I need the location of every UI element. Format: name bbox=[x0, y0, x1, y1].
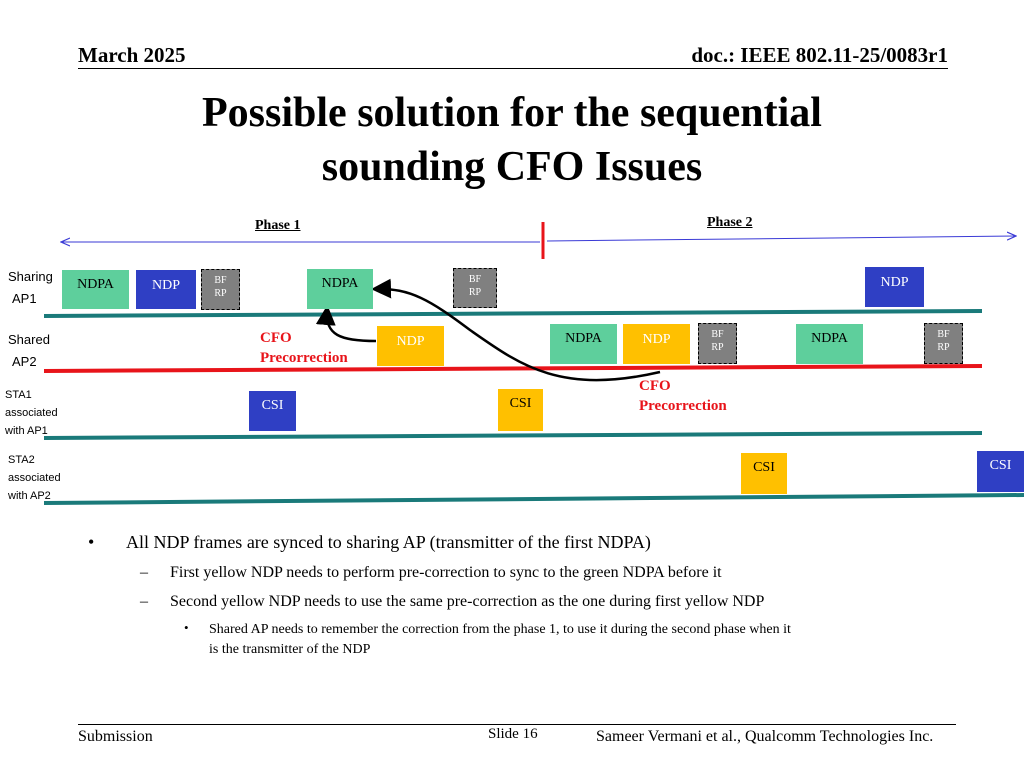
sta2-timeline bbox=[43, 493, 1024, 505]
bullet-marker-3: • bbox=[184, 620, 189, 635]
slide-title-line2: sounding CFO Issues bbox=[321, 144, 703, 190]
cfo-text: Precorrection bbox=[260, 350, 348, 366]
ap2-ndp-frame-yellow-2: NDP bbox=[623, 324, 690, 364]
ap1-ndpa-frame-2: NDPA bbox=[307, 269, 373, 309]
row-label-line: AP2 bbox=[12, 354, 37, 369]
slide-title-line1: Possible solution for the sequential bbox=[202, 90, 822, 136]
bfrp-text: RP bbox=[711, 342, 724, 353]
bullet-text-line: is the transmitter of the NDP bbox=[209, 642, 371, 657]
sta1-timeline bbox=[43, 431, 983, 440]
phase2-label: Phase 2 bbox=[707, 215, 753, 230]
ap2-timeline bbox=[43, 364, 983, 373]
ap1-ndp-frame-2: NDP bbox=[865, 267, 924, 307]
sta1-csi-frame: CSI bbox=[249, 391, 296, 431]
slide-title: Possible solution for the sequential sou… bbox=[0, 86, 1024, 194]
bullet-1-1: First yellow NDP needs to perform pre-co… bbox=[170, 564, 722, 581]
header-doc-id: doc.: IEEE 802.11-25/0083r1 bbox=[691, 43, 948, 67]
ap1-timeline bbox=[43, 309, 983, 318]
row-label-line: STA1 bbox=[5, 389, 32, 401]
footer-submission: Submission bbox=[78, 728, 153, 745]
footer-author: Sameer Vermani et al., Qualcomm Technolo… bbox=[596, 728, 934, 745]
cfo-arrow-1 bbox=[315, 305, 377, 343]
dash-marker: – bbox=[140, 564, 148, 581]
sta2-csi-frame-blue: CSI bbox=[977, 451, 1024, 492]
cfo-arrow-2 bbox=[371, 278, 661, 382]
row-label-shared-ap2: Shared AP2 bbox=[8, 329, 50, 373]
row-label-line: with AP1 bbox=[5, 425, 48, 437]
row-label-line: with AP2 bbox=[8, 490, 51, 502]
bfrp-text: BF bbox=[468, 274, 482, 285]
ap1-bfrp-frame-2: BF RP bbox=[453, 268, 497, 308]
bfrp-text: BF bbox=[937, 329, 950, 340]
bfrp-text: RP bbox=[468, 287, 482, 298]
dash-marker: – bbox=[140, 593, 148, 610]
bfrp-text: RP bbox=[937, 342, 950, 353]
sta2-csi-frame-yellow: CSI bbox=[741, 453, 787, 494]
row-label-line: associated bbox=[8, 472, 61, 484]
cfo-precorrection-label-2: CFO Precorrection bbox=[639, 376, 727, 416]
row-label-line: AP1 bbox=[12, 291, 37, 306]
phase2-arrow bbox=[546, 236, 1015, 242]
row-label-line: Shared bbox=[8, 332, 50, 347]
bfrp-text: BF bbox=[711, 329, 724, 340]
row-label-line: Sharing bbox=[8, 269, 53, 284]
footer-rule bbox=[78, 724, 956, 725]
ap1-bfrp-frame: BF RP bbox=[201, 269, 240, 310]
ap2-ndpa-frame-2: NDPA bbox=[796, 324, 863, 364]
sta1-csi-frame-yellow: CSI bbox=[498, 389, 543, 431]
cfo-text: CFO bbox=[639, 378, 671, 394]
bullet-text-line: Shared AP needs to remember the correcti… bbox=[209, 622, 791, 637]
row-label-line: associated bbox=[5, 407, 58, 419]
ap2-bfrp-frame-2: BF RP bbox=[924, 323, 963, 364]
ap1-ndp-frame: NDP bbox=[136, 270, 196, 309]
phase1-label: Phase 1 bbox=[255, 218, 301, 233]
bfrp-text: BF bbox=[214, 275, 227, 286]
bullet-marker-1: • bbox=[88, 532, 95, 552]
ap2-bfrp-frame: BF RP bbox=[698, 323, 737, 364]
header-rule bbox=[78, 68, 948, 69]
bfrp-text: RP bbox=[214, 288, 227, 299]
cfo-text: Precorrection bbox=[639, 398, 727, 414]
cfo-precorrection-label-1: CFO Precorrection bbox=[260, 328, 348, 368]
footer-slide-number: Slide 16 bbox=[488, 726, 538, 742]
bullet-1: All NDP frames are synced to sharing AP … bbox=[126, 532, 651, 552]
bullet-1-2: Second yellow NDP needs to use the same … bbox=[170, 593, 765, 610]
header-date: March 2025 bbox=[78, 43, 186, 67]
ap1-ndpa-frame: NDPA bbox=[62, 270, 129, 309]
row-label-line: STA2 bbox=[8, 454, 35, 466]
ap2-ndpa-frame: NDPA bbox=[550, 324, 617, 364]
row-label-sta2: STA2 associated with AP2 bbox=[8, 451, 61, 505]
row-label-sharing-ap1: Sharing AP1 bbox=[8, 266, 53, 310]
bullet-1-2-1: Shared AP needs to remember the correcti… bbox=[209, 620, 791, 660]
row-label-sta1: STA1 associated with AP1 bbox=[5, 386, 58, 440]
cfo-text: CFO bbox=[260, 330, 292, 346]
ap2-ndp-frame-yellow-1: NDP bbox=[377, 326, 444, 366]
